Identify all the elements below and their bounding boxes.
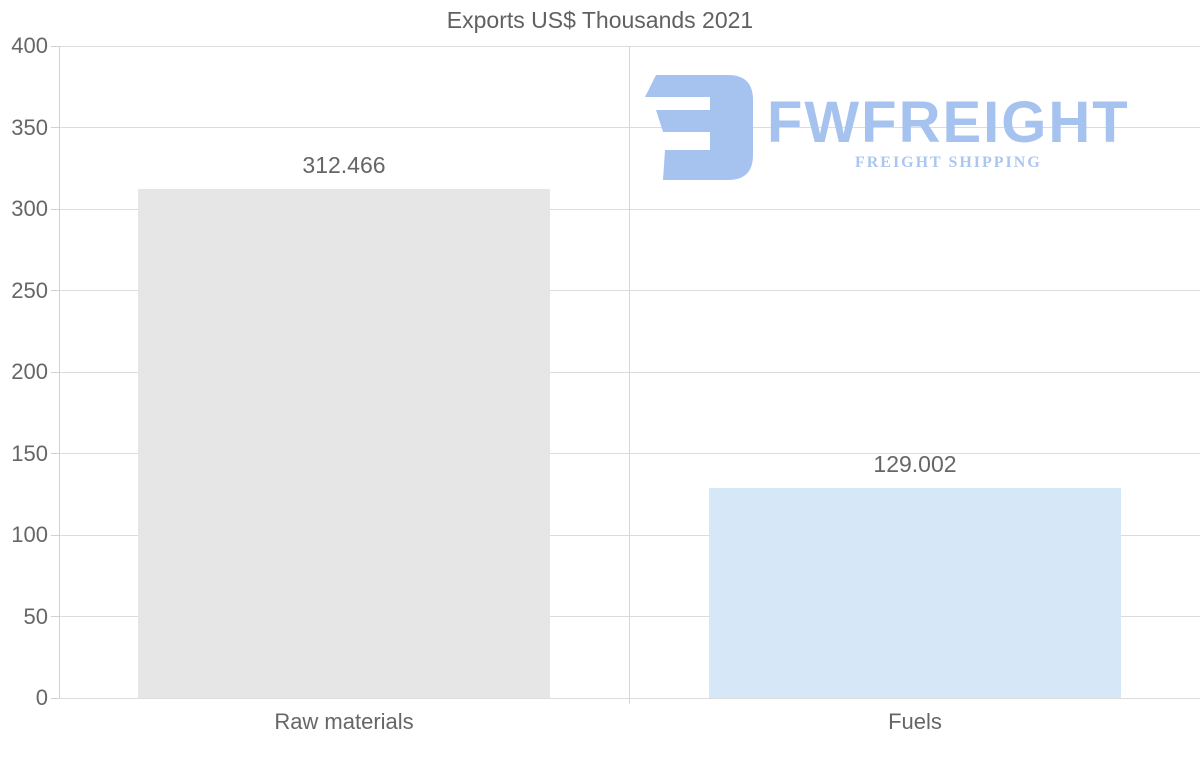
y-axis-label-100: 100	[11, 522, 48, 547]
y-axis-label-250: 250	[11, 277, 48, 303]
bar-fuels	[709, 487, 1121, 698]
y-axis-line	[59, 46, 60, 698]
y-axis-tick-400	[51, 45, 59, 47]
bar-value-label-fuels: 129.002	[873, 450, 957, 477]
y-axis-tick-350	[51, 127, 59, 128]
logo-wordmark: FWFREIGHT	[767, 90, 1130, 155]
y-axis-label-50: 50	[23, 603, 48, 629]
y-axis-tick-200	[51, 371, 59, 373]
y-axis-label-0: 0	[35, 685, 48, 710]
bar-value-label-raw-materials: 312.466	[302, 151, 386, 178]
logo-text-block: FWFREIGHT FREIGHT SHIPPING	[767, 93, 1130, 172]
y-axis-label-400: 400	[11, 33, 48, 58]
y-axis-tick-300	[51, 208, 59, 210]
y-axis-tick-250	[51, 290, 59, 291]
y-axis-tick-150	[51, 453, 59, 454]
y-axis-label-200: 200	[11, 359, 48, 384]
y-axis-tick-100	[51, 534, 59, 536]
y-axis-tick-50	[51, 616, 59, 617]
y-axis-label-150: 150	[11, 440, 48, 466]
y-axis-label-350: 350	[11, 114, 48, 140]
logo-tagline: FREIGHT SHIPPING	[854, 154, 1042, 171]
column-separator-1	[629, 46, 630, 704]
logo-icon	[645, 75, 753, 180]
brand-logo: FWFREIGHT FREIGHT SHIPPING	[645, 75, 1130, 180]
y-axis-tick-0	[51, 697, 59, 699]
y-axis-label-300: 300	[11, 196, 48, 221]
category-label-raw-materials: Raw materials	[274, 709, 414, 734]
chart-title: Exports US$ Thousands 2021	[446, 7, 754, 33]
category-label-fuels: Fuels	[888, 709, 942, 734]
bar-raw-materials	[138, 188, 550, 698]
